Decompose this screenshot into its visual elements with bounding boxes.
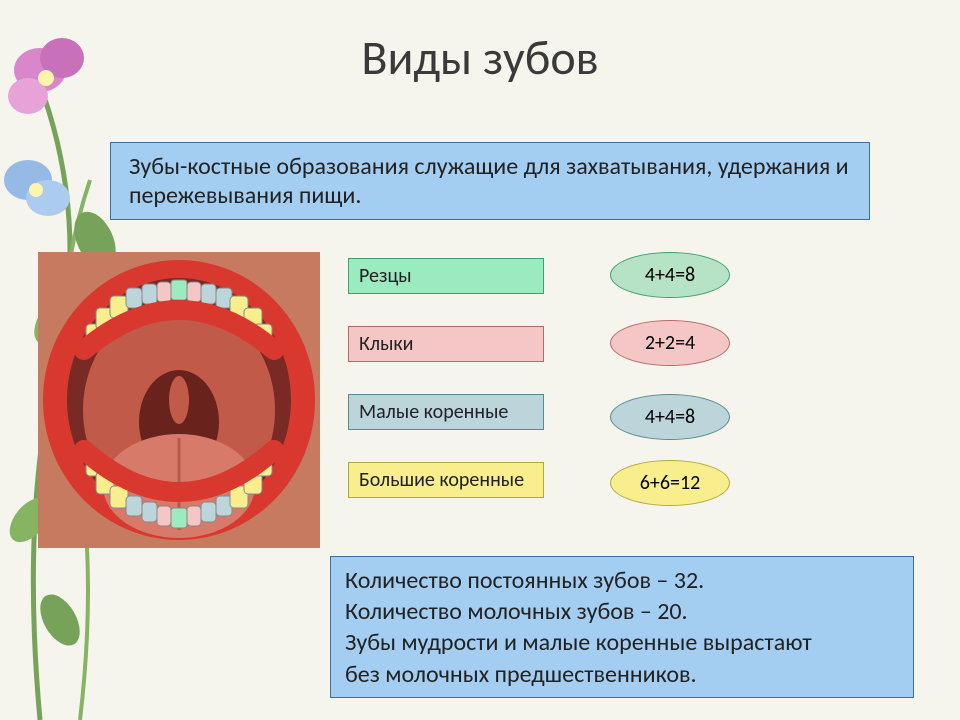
category-box: Резцы: [348, 258, 544, 294]
summary-line: Зубы мудрости и малые коренные вырастают: [345, 627, 899, 658]
slide-title: Виды зубов: [0, 28, 960, 87]
count-ellipse: 6+6=12: [610, 460, 730, 506]
count-ellipse: 4+4=8: [610, 252, 730, 298]
summary-line: без молочных предшественников.: [345, 659, 899, 690]
summary-line: Количество молочных зубов – 20.: [345, 596, 899, 627]
summary-box: Количество постоянных зубов – 32. Количе…: [330, 556, 914, 698]
category-box: Малые коренные: [348, 394, 544, 430]
count-ellipse: 2+2=4: [610, 320, 730, 366]
teeth-diagram: [38, 252, 320, 548]
category-box: Клыки: [348, 326, 544, 362]
definition-text: Зубы-костные образования служащие для за…: [129, 152, 851, 210]
category-box: Большие коренные: [348, 462, 544, 498]
count-ellipse: 4+4=8: [610, 394, 730, 440]
definition-box: Зубы-костные образования служащие для за…: [110, 142, 870, 220]
summary-line: Количество постоянных зубов – 32.: [345, 565, 899, 596]
